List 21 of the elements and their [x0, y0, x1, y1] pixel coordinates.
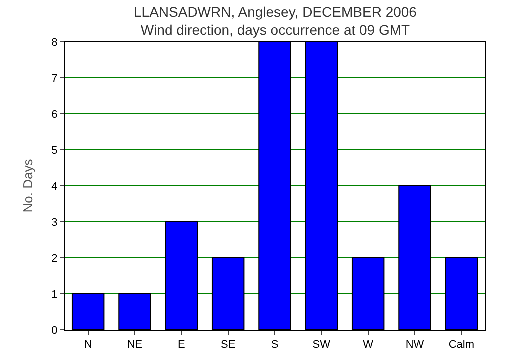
y-tick-label: 6 [52, 108, 58, 121]
chart-subtitle: Wind direction, days occurrence at 09 GMT [140, 22, 411, 38]
y-tick-label: 7 [52, 72, 58, 85]
x-tick-label: SE [220, 339, 236, 352]
y-tick-label: 2 [52, 252, 58, 265]
y-tick-label: 3 [52, 216, 58, 229]
y-tick-label: 4 [52, 180, 58, 193]
y-axis-title: No. Days [20, 158, 36, 213]
y-tick-label: 1 [52, 288, 58, 301]
y-tick-label: 5 [52, 144, 58, 157]
x-tick-label: NW [406, 339, 425, 352]
chart-title: LLANSADWRN, Anglesey, DECEMBER 2006 [134, 4, 418, 20]
x-tick-label: NE [127, 339, 143, 352]
x-tick-label: W [363, 339, 374, 352]
y-tick-label: 0 [52, 324, 58, 337]
x-tick-label: Calm [448, 339, 475, 352]
x-tick-label: S [271, 339, 279, 352]
x-tick-label: SW [312, 339, 332, 352]
x-tick-label: E [178, 339, 186, 352]
x-tick-label: N [84, 339, 92, 352]
y-tick-label: 8 [52, 36, 58, 49]
